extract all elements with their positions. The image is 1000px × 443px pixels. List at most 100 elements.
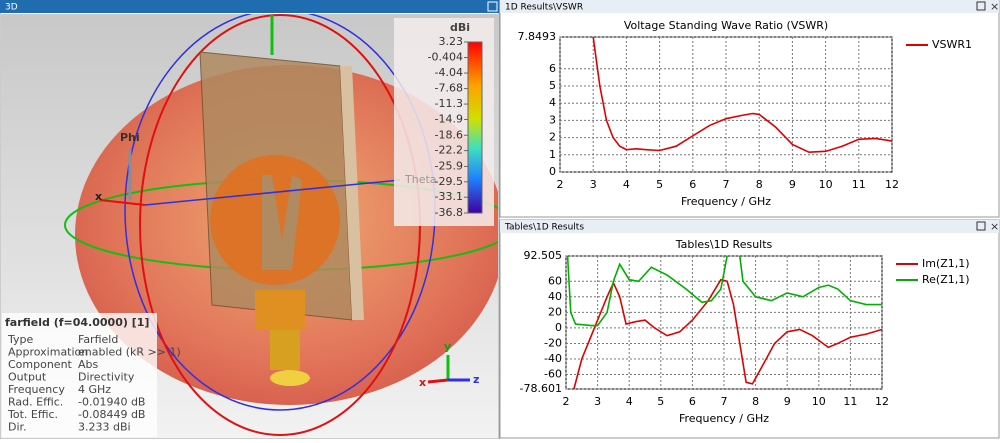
- chart-title: Voltage Standing Wave Ratio (VSWR): [624, 19, 828, 32]
- x-tick-label: 9: [789, 178, 796, 191]
- y-tick-label: 1: [549, 148, 556, 161]
- colorbar-label: -36.8: [435, 206, 463, 219]
- maximize-button[interactable]: [976, 221, 986, 231]
- x-tick-label: 5: [656, 178, 663, 191]
- colorbar-label: -25.9: [435, 159, 463, 172]
- y-tick-label: 0: [555, 321, 562, 334]
- info-key: Type: [7, 333, 33, 346]
- colorbar-label: -33.1: [435, 190, 463, 203]
- y-tick-label: 7.8493: [518, 30, 557, 43]
- series-line: [566, 256, 882, 327]
- y-tick-label: 5: [549, 79, 556, 92]
- x-tick-label: 10: [812, 395, 826, 408]
- x-tick-label: 10: [819, 178, 833, 191]
- x-tick-label: 2: [563, 395, 570, 408]
- y-tick-label: 40: [548, 290, 562, 303]
- legend-label: VSWR1: [932, 38, 972, 51]
- info-key: Dir.: [8, 421, 27, 434]
- x-axis-label: Frequency / GHz: [681, 195, 771, 208]
- info-key: Rad. Effic.: [8, 396, 63, 409]
- series-line: [592, 37, 892, 154]
- y-tick-label: 4: [549, 96, 556, 109]
- axis-label: y: [444, 340, 451, 353]
- y-tick-label: 3: [549, 113, 556, 126]
- info-key: Tot. Effic.: [7, 408, 58, 421]
- info-title: farfield (f=04.0000) [1]: [5, 316, 149, 329]
- colorbar-label: -14.9: [435, 112, 463, 125]
- info-value: Abs: [78, 358, 99, 371]
- axis-label: Phi: [120, 131, 140, 144]
- x-tick-label: 7: [721, 395, 728, 408]
- legend-label: Re(Z1,1): [922, 273, 970, 286]
- info-box: [2, 313, 157, 437]
- info-value: -0.08449 dB: [78, 408, 145, 421]
- panel-tables: [499, 219, 1000, 439]
- x-tick-label: 4: [623, 178, 630, 191]
- panel-vswr: [499, 0, 1000, 218]
- panel-header: [500, 220, 999, 233]
- info-value: Directivity: [78, 371, 135, 384]
- colorbar-unit: dBi: [450, 21, 470, 34]
- close-button[interactable]: ×: [990, 0, 999, 13]
- header-text: Tables\1D Results: [504, 223, 584, 233]
- x-tick-label: 11: [852, 178, 866, 191]
- panel-header: [500, 0, 999, 13]
- info-key: Output: [8, 371, 47, 384]
- colorbar-label: -7.68: [435, 82, 463, 95]
- y-tick-label: -60: [544, 368, 562, 381]
- y-tick-label: -78.601: [520, 382, 562, 395]
- x-tick-label: 3: [594, 395, 601, 408]
- x-tick-label: 8: [752, 395, 759, 408]
- colorbar-label: -11.3: [435, 97, 463, 110]
- maximize-button[interactable]: [487, 1, 498, 12]
- y-tick-label: 60: [548, 274, 562, 287]
- info-value: 4 GHz: [78, 383, 111, 396]
- maximize-button[interactable]: [976, 1, 986, 11]
- x-tick-label: 9: [784, 395, 791, 408]
- header-text: 1D Results\VSWR: [505, 3, 583, 13]
- x-tick-label: 7: [723, 178, 730, 191]
- x-tick-label: 11: [843, 395, 857, 408]
- axis-label: x: [419, 376, 426, 389]
- x-tick-label: 8: [756, 178, 763, 191]
- chart-title: Tables\1D Results: [675, 238, 773, 251]
- y-tick-label: -20: [544, 336, 562, 349]
- x-tick-label: 5: [657, 395, 664, 408]
- x-tick-label: 12: [875, 395, 889, 408]
- info-key: Frequency: [8, 383, 65, 396]
- colorbar-label: 3.23: [439, 35, 464, 48]
- x-tick-label: 2: [557, 178, 564, 191]
- header-text: 3D: [5, 3, 18, 13]
- x-tick-label: 3: [590, 178, 597, 191]
- scene: [1, 14, 498, 438]
- colorbar-label: -29.5: [435, 175, 463, 188]
- colorbar-label: -0.404: [428, 51, 463, 64]
- info-value: enabled (kR >> 1): [78, 346, 181, 359]
- colorbar-label: -4.04: [435, 66, 463, 79]
- close-button[interactable]: ×: [990, 220, 999, 233]
- axis-label: z: [473, 373, 479, 386]
- x-tick-label: 12: [885, 178, 899, 191]
- colorbar-label: -22.2: [435, 144, 463, 157]
- x-tick-label: 6: [689, 178, 696, 191]
- y-tick-label: 92.505: [524, 249, 563, 262]
- y-tick-label: 6: [549, 62, 556, 75]
- y-tick-label: 0: [549, 165, 556, 178]
- x-tick-label: 6: [689, 395, 696, 408]
- y-tick-label: -40: [544, 352, 562, 365]
- y-tick-label: 2: [549, 131, 556, 144]
- y-tick-label: 20: [548, 305, 562, 318]
- colorbar-label: -18.6: [435, 128, 463, 141]
- panel-header: [0, 0, 499, 13]
- info-value: 3.233 dBi: [78, 421, 131, 434]
- legend-label: Im(Z1,1): [922, 257, 970, 270]
- axis-label: Theta: [404, 173, 437, 186]
- info-key: Component: [8, 358, 73, 371]
- info-value: -0.01940 dB: [78, 396, 145, 409]
- x-tick-label: 4: [626, 395, 633, 408]
- info-key: Approximation: [8, 346, 88, 359]
- x-axis-label: Frequency / GHz: [679, 412, 769, 425]
- info-value: Farfield: [78, 333, 118, 346]
- axis-label: x: [95, 190, 102, 203]
